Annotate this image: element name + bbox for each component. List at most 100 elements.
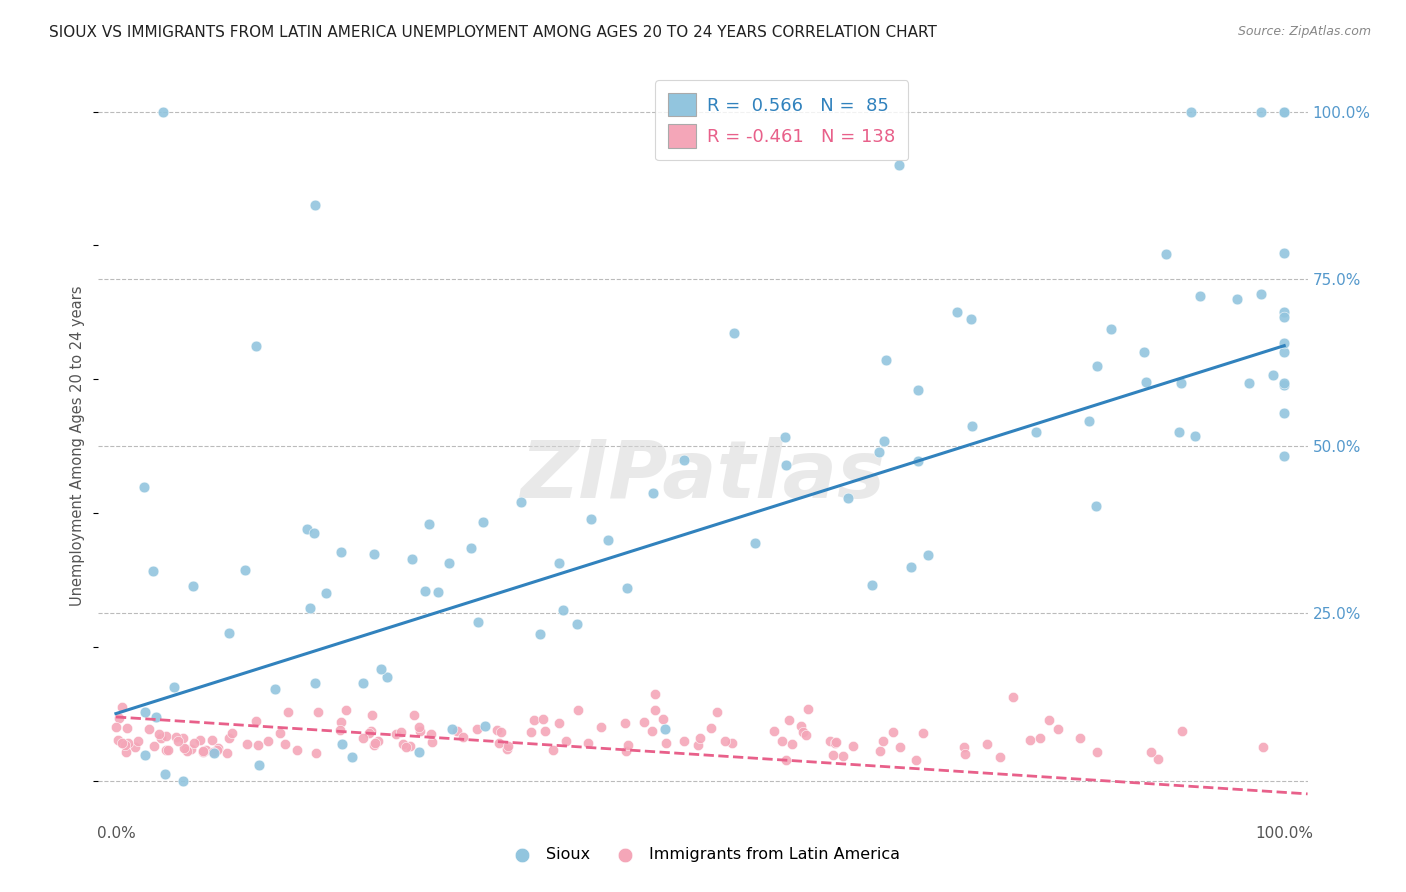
Point xyxy=(1139,745,1161,759)
Point xyxy=(401,552,423,566)
Point xyxy=(391,737,413,751)
Point xyxy=(218,731,240,745)
Point xyxy=(1272,245,1295,260)
Point xyxy=(1001,690,1024,704)
Point xyxy=(721,736,744,750)
Point xyxy=(1251,740,1274,755)
Point xyxy=(148,727,170,741)
Point xyxy=(689,731,711,745)
Point xyxy=(486,723,509,737)
Point xyxy=(496,739,519,754)
Point xyxy=(529,627,551,641)
Point xyxy=(1226,292,1249,306)
Point xyxy=(520,724,543,739)
Point xyxy=(299,601,322,615)
Point xyxy=(824,736,846,750)
Point xyxy=(714,734,737,748)
Point xyxy=(172,731,194,746)
Point xyxy=(1272,305,1295,319)
Point xyxy=(946,305,969,319)
Point xyxy=(263,682,285,697)
Point xyxy=(273,737,295,751)
Point xyxy=(654,722,676,736)
Point xyxy=(744,535,766,549)
Point xyxy=(221,726,243,740)
Text: Source: ZipAtlas.com: Source: ZipAtlas.com xyxy=(1237,25,1371,38)
Point xyxy=(1038,713,1060,727)
Point xyxy=(904,753,927,767)
Point xyxy=(565,616,588,631)
Point xyxy=(797,701,820,715)
Point xyxy=(115,745,138,759)
Point xyxy=(375,670,398,684)
Point xyxy=(1272,345,1295,359)
Point xyxy=(780,737,803,751)
Point xyxy=(115,721,138,735)
Point xyxy=(176,743,198,757)
Point xyxy=(633,714,655,729)
Point xyxy=(792,725,814,739)
Point xyxy=(567,703,589,717)
Point xyxy=(330,715,353,730)
Point xyxy=(134,705,156,719)
Point xyxy=(887,158,910,172)
Point xyxy=(408,745,430,759)
Point xyxy=(1069,731,1091,745)
Point xyxy=(152,104,174,119)
Point xyxy=(217,746,239,760)
Point xyxy=(340,749,363,764)
Point xyxy=(762,724,785,739)
Point xyxy=(352,731,374,745)
Point xyxy=(173,740,195,755)
Y-axis label: Unemployment Among Ages 20 to 24 years: Unemployment Among Ages 20 to 24 years xyxy=(70,285,86,607)
Point xyxy=(233,562,256,576)
Point xyxy=(1272,405,1295,419)
Point xyxy=(367,734,389,748)
Point xyxy=(672,453,695,467)
Point xyxy=(437,556,460,570)
Point xyxy=(614,744,637,758)
Point xyxy=(150,731,173,746)
Point xyxy=(174,741,197,756)
Point xyxy=(315,586,337,600)
Point xyxy=(976,737,998,751)
Point xyxy=(195,743,218,757)
Point xyxy=(651,713,673,727)
Point xyxy=(778,713,800,727)
Point xyxy=(1147,752,1170,766)
Point xyxy=(534,724,557,739)
Point xyxy=(180,742,202,756)
Text: ZIPatlas: ZIPatlas xyxy=(520,437,886,515)
Point xyxy=(1046,723,1069,737)
Point xyxy=(770,733,793,747)
Point xyxy=(988,750,1011,764)
Point xyxy=(581,512,603,526)
Point xyxy=(1272,335,1295,350)
Point xyxy=(201,745,224,759)
Point xyxy=(1078,414,1101,428)
Point xyxy=(114,738,136,752)
Point xyxy=(1099,322,1122,336)
Point xyxy=(873,434,896,449)
Point xyxy=(191,744,214,758)
Point xyxy=(408,720,430,734)
Point xyxy=(363,547,385,561)
Point xyxy=(451,730,474,744)
Point xyxy=(202,746,225,760)
Point xyxy=(1025,425,1047,439)
Point xyxy=(287,743,309,757)
Point xyxy=(108,711,131,725)
Point xyxy=(868,444,890,458)
Point xyxy=(900,560,922,574)
Point xyxy=(467,615,489,629)
Point xyxy=(860,577,883,591)
Point xyxy=(1237,376,1260,390)
Point xyxy=(142,564,165,578)
Point xyxy=(359,726,381,740)
Point xyxy=(1272,449,1295,463)
Point xyxy=(105,720,128,734)
Point xyxy=(617,738,640,752)
Point xyxy=(188,732,211,747)
Point xyxy=(700,721,723,735)
Point xyxy=(166,734,188,748)
